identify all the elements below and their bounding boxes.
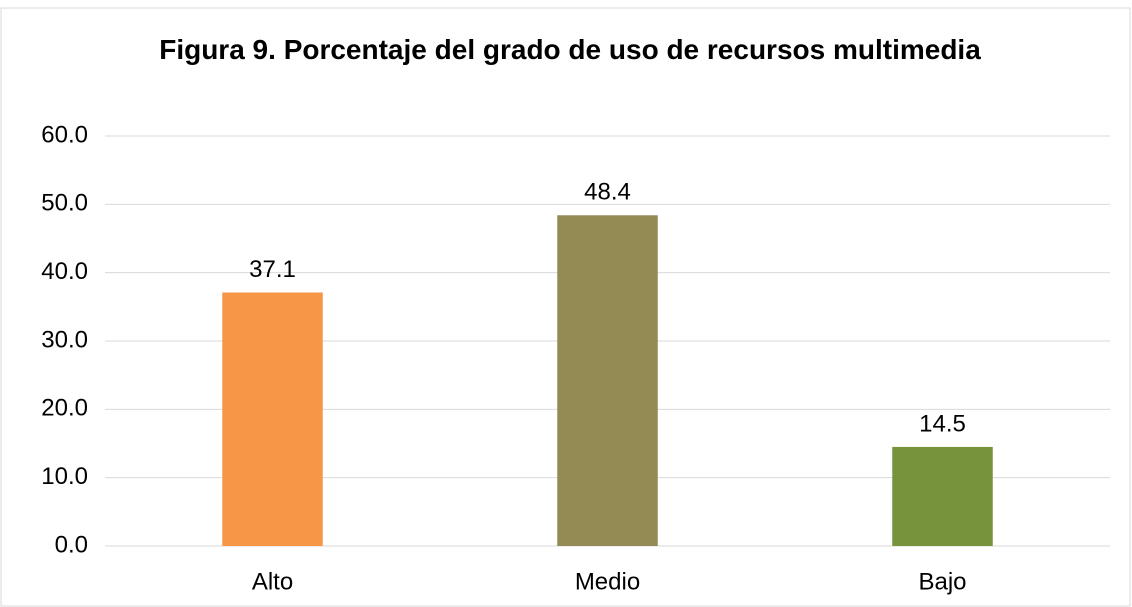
data-label: 48.4 [584, 179, 631, 206]
bar [892, 446, 993, 546]
data-label: 37.1 [249, 256, 296, 283]
y-tick-label: 60.0 [41, 121, 88, 148]
x-tick-label: Medio [575, 568, 640, 595]
data-label: 14.5 [919, 410, 966, 437]
y-tick-label: 50.0 [41, 190, 88, 217]
y-tick-label: 30.0 [41, 326, 88, 353]
y-tick-label: 40.0 [41, 258, 88, 285]
x-tick-label: Alto [252, 568, 293, 595]
bar [222, 292, 323, 546]
y-tick-label: 0.0 [55, 531, 88, 558]
x-tick-label: Bajo [918, 568, 966, 595]
bar [557, 215, 658, 546]
chart-title: Figura 9. Porcentaje del grado de uso de… [159, 34, 981, 65]
y-tick-label: 20.0 [41, 395, 88, 422]
chart-border [0, 7, 1131, 607]
y-tick-label: 10.0 [41, 463, 88, 490]
